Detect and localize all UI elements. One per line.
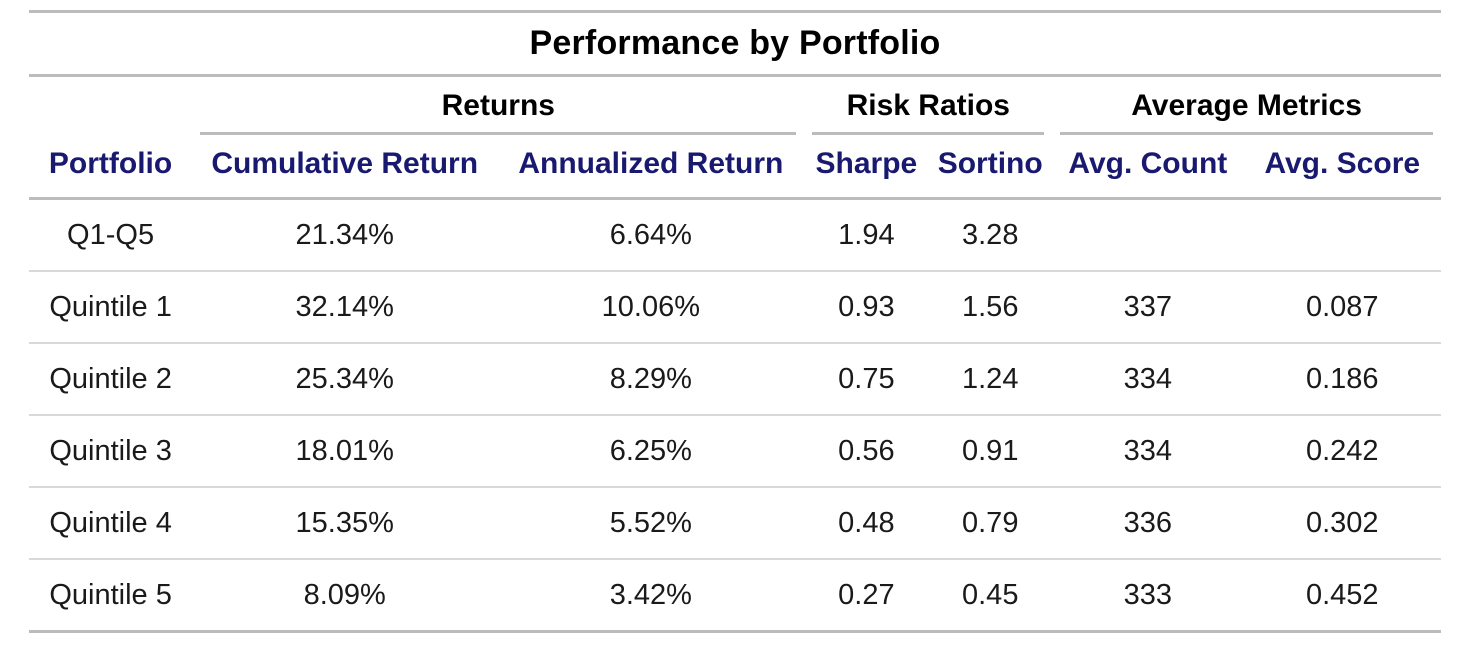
cell-avg-count: 336: [1052, 486, 1244, 559]
cell-avg-count: 337: [1052, 270, 1244, 343]
cell-cumulative-return: 25.34%: [192, 342, 498, 415]
column-labels-row: Portfolio Cumulative Return Annualized R…: [29, 135, 1441, 200]
spanner-row: Returns Risk Ratios Average Metrics: [29, 76, 1441, 136]
cell-cumulative-return: 21.34%: [295, 218, 394, 251]
cell-avg-score: 0.452: [1243, 558, 1441, 633]
col-header-sortino: Sortino: [928, 135, 1053, 200]
spanner-risk-ratios-label: Risk Ratios: [812, 89, 1045, 135]
spanner-risk-ratios: Risk Ratios: [804, 76, 1052, 135]
cell-sortino: 3.28: [962, 218, 1019, 251]
cell-sortino: 0.91: [928, 414, 1053, 487]
cell-sharpe: 0.48: [804, 486, 929, 559]
table-row-quintile-5: Quintile 5 8.09% 3.42% 0.27 0.45 333 0.4…: [29, 558, 1441, 633]
spanner-average-metrics-label: Average Metrics: [1060, 89, 1433, 135]
cell-avg-score: 0.186: [1243, 342, 1441, 415]
cell-cumulative-return: 15.35%: [192, 486, 498, 559]
col-header-portfolio: Portfolio: [29, 135, 193, 200]
cell-portfolio: Q1-Q5: [67, 218, 155, 251]
cell-sharpe: 0.27: [804, 558, 929, 633]
cell-portfolio: Quintile 1: [29, 270, 193, 343]
table-container: Performance by Portfolio Returns Risk Ra…: [29, 10, 1441, 633]
col-header-cumulative-return: Cumulative Return: [192, 135, 498, 200]
col-header-annualized-return: Annualized Return: [497, 135, 805, 200]
cell-annualized-return: 6.64%: [609, 218, 692, 251]
col-header-sharpe: Sharpe: [804, 135, 929, 200]
cell-portfolio: Quintile 5: [29, 558, 193, 633]
cell-cumulative-return: 8.09%: [192, 558, 498, 633]
cell-annualized-return: 8.29%: [497, 342, 805, 415]
cell-cumulative-return: 18.01%: [192, 414, 498, 487]
cell-cumulative-return: 32.14%: [192, 270, 498, 343]
spanner-spacer: [29, 76, 192, 136]
cell-portfolio: Quintile 4: [29, 486, 193, 559]
cell-avg-count: 334: [1052, 342, 1244, 415]
cell-sortino: 1.24: [928, 342, 1053, 415]
table-row-q1-q5: Q1-Q5 21.34% 6.64% 1.94 3.28: [29, 199, 1441, 272]
cell-avg-count: 333: [1052, 558, 1244, 633]
cell-sortino: 1.56: [928, 270, 1053, 343]
cell-sortino: 0.79: [928, 486, 1053, 559]
table-row-quintile-1: Quintile 1 32.14% 10.06% 0.93 1.56 337 0…: [29, 270, 1441, 343]
table-row-quintile-3: Quintile 3 18.01% 6.25% 0.56 0.91 334 0.…: [29, 414, 1441, 487]
cell-avg-score: [1244, 199, 1442, 272]
cell-annualized-return: 10.06%: [497, 270, 805, 343]
title-row: Performance by Portfolio: [29, 10, 1441, 77]
col-header-avg-count: Avg. Count: [1052, 135, 1244, 200]
cell-sharpe: 0.93: [804, 270, 929, 343]
cell-avg-score: 0.302: [1243, 486, 1441, 559]
spanner-average-metrics: Average Metrics: [1052, 76, 1441, 135]
cell-sortino: 0.45: [928, 558, 1053, 633]
cell-sharpe: 0.56: [804, 414, 929, 487]
cell-avg-count: [1052, 199, 1243, 272]
cell-sharpe: 1.94: [838, 218, 895, 251]
spanner-returns: Returns: [192, 76, 804, 135]
col-header-avg-score: Avg. Score: [1243, 135, 1441, 200]
table-title: Performance by Portfolio: [29, 10, 1441, 77]
cell-annualized-return: 5.52%: [497, 486, 805, 559]
cell-avg-score: 0.242: [1243, 414, 1441, 487]
spanner-returns-label: Returns: [200, 89, 797, 135]
table-row-quintile-2: Quintile 2 25.34% 8.29% 0.75 1.24 334 0.…: [29, 342, 1441, 415]
cell-avg-count: 334: [1052, 414, 1244, 487]
cell-portfolio: Quintile 3: [29, 414, 193, 487]
cell-sharpe: 0.75: [804, 342, 929, 415]
cell-portfolio: Quintile 2: [29, 342, 193, 415]
performance-table: Performance by Portfolio Returns Risk Ra…: [29, 10, 1441, 633]
cell-annualized-return: 3.42%: [497, 558, 805, 633]
cell-annualized-return: 6.25%: [497, 414, 805, 487]
cell-avg-score: 0.087: [1243, 270, 1441, 343]
table-row-quintile-4: Quintile 4 15.35% 5.52% 0.48 0.79 336 0.…: [29, 486, 1441, 559]
